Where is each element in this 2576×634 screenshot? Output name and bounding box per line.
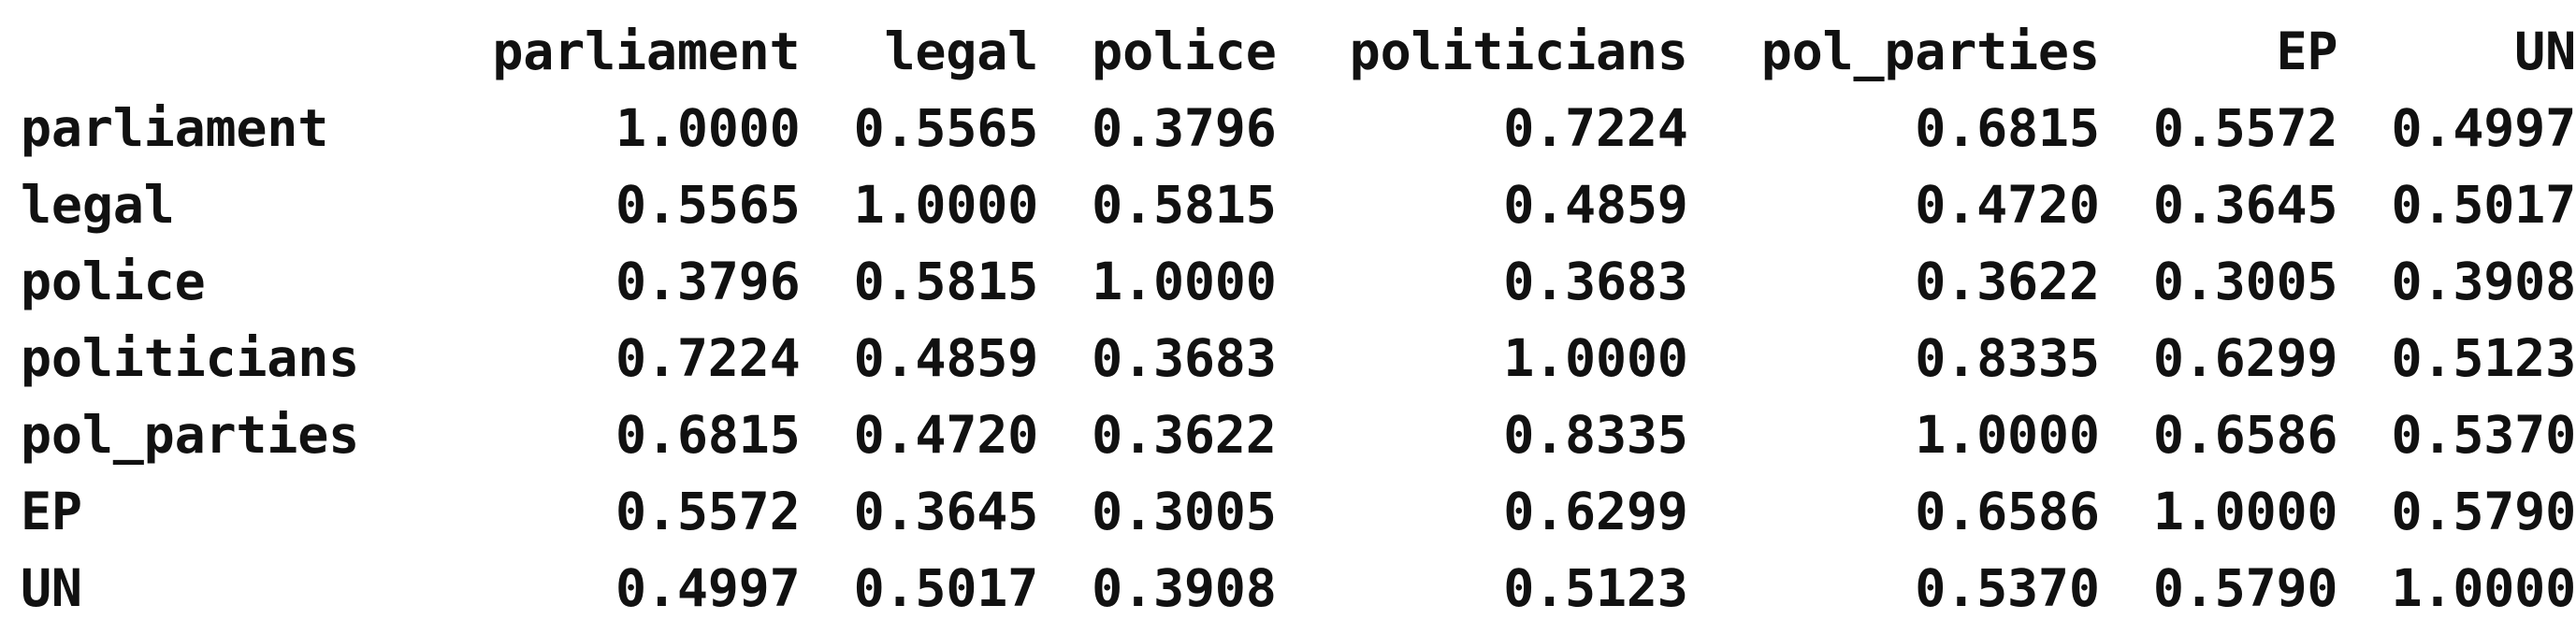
table-cell: 0.3005 — [2152, 252, 2338, 311]
table-cell: 0.6299 — [2152, 328, 2338, 388]
column-header-politicians: politicians — [1349, 22, 1688, 81]
table-cell: 1.0000 — [853, 175, 1039, 235]
table-cell: 0.4859 — [1503, 175, 1688, 235]
table-cell: 1.0000 — [1503, 328, 1688, 388]
table-cell: 0.5815 — [853, 252, 1039, 311]
table-cell: 0.7224 — [615, 328, 801, 388]
row-label: parliament — [21, 98, 329, 158]
table-cell: 0.6586 — [2152, 405, 2338, 465]
column-header-un: UN — [2514, 22, 2576, 81]
column-header-ep: EP — [2276, 22, 2338, 81]
table-cell: 0.3622 — [1092, 405, 1277, 465]
table-cell: 0.5565 — [853, 98, 1039, 158]
table-cell: 0.3005 — [1092, 482, 1277, 541]
table-cell: 0.4720 — [853, 405, 1039, 465]
table-cell: 0.5370 — [1915, 558, 2100, 618]
row-label: pol_parties — [21, 405, 360, 465]
table-cell: 0.6815 — [1915, 98, 2100, 158]
table-row: police 0.3796 0.5815 1.0000 0.3683 0.362… — [21, 243, 2576, 320]
column-header-legal: legal — [884, 22, 1039, 81]
row-label: UN — [21, 558, 82, 618]
table-cell: 0.8335 — [1503, 405, 1688, 465]
table-cell: 0.3908 — [2391, 252, 2576, 311]
table-row: UN 0.4997 0.5017 0.3908 0.5123 0.5370 0.… — [21, 550, 2576, 627]
table-cell: 0.4997 — [615, 558, 801, 618]
table-cell: 0.6299 — [1503, 482, 1688, 541]
table-cell: 0.3796 — [1092, 98, 1277, 158]
table-cell: 0.3796 — [615, 252, 801, 311]
column-header-police: police — [1092, 22, 1277, 81]
table-cell: 0.3645 — [853, 482, 1039, 541]
table-cell: 0.3645 — [2152, 175, 2338, 235]
table-row: EP 0.5572 0.3645 0.3005 0.6299 0.6586 1.… — [21, 473, 2576, 550]
table-cell: 0.7224 — [1503, 98, 1688, 158]
table-cell: 0.3683 — [1503, 252, 1688, 311]
table-cell: 0.5017 — [2391, 175, 2576, 235]
table-cell: 1.0000 — [1092, 252, 1277, 311]
table-cell: 0.6586 — [1915, 482, 2100, 541]
table-cell: 0.8335 — [1915, 328, 2100, 388]
corner-cell — [21, 13, 435, 90]
table-cell: 0.5790 — [2152, 558, 2338, 618]
column-header-parliament: parliament — [492, 22, 801, 81]
header-row: parliament legal police politicians pol_… — [21, 13, 2576, 90]
table-cell: 0.4720 — [1915, 175, 2100, 235]
table-cell: 0.5572 — [2152, 98, 2338, 158]
table-cell: 0.6815 — [615, 405, 801, 465]
table-row: parliament 1.0000 0.5565 0.3796 0.7224 0… — [21, 90, 2576, 166]
table-cell: 0.5123 — [1503, 558, 1688, 618]
table-row: pol_parties 0.6815 0.4720 0.3622 0.8335 … — [21, 396, 2576, 473]
table-cell: 1.0000 — [1915, 405, 2100, 465]
table-cell: 0.3683 — [1092, 328, 1277, 388]
table-cell: 0.5815 — [1092, 175, 1277, 235]
table-cell: 1.0000 — [2152, 482, 2338, 541]
table-cell: 1.0000 — [2391, 558, 2576, 618]
table-cell: 0.3908 — [1092, 558, 1277, 618]
correlation-table: parliament legal police politicians pol_… — [21, 13, 2576, 627]
table-cell: 0.5123 — [2391, 328, 2576, 388]
table-cell: 0.4997 — [2391, 98, 2576, 158]
row-label: police — [21, 252, 206, 311]
row-label: legal — [21, 175, 175, 235]
table-cell: 0.5565 — [615, 175, 801, 235]
correlation-matrix-output: parliament legal police politicians pol_… — [21, 13, 2576, 627]
column-header-pol-parties: pol_parties — [1760, 22, 2100, 81]
table-cell: 0.3622 — [1915, 252, 2100, 311]
table-row: legal 0.5565 1.0000 0.5815 0.4859 0.4720… — [21, 166, 2576, 243]
table-cell: 0.5017 — [853, 558, 1039, 618]
table-row: politicians 0.7224 0.4859 0.3683 1.0000 … — [21, 320, 2576, 396]
row-label: EP — [21, 482, 82, 541]
table-cell: 1.0000 — [615, 98, 801, 158]
table-cell: 0.5790 — [2391, 482, 2576, 541]
table-cell: 0.5370 — [2391, 405, 2576, 465]
table-cell: 0.5572 — [615, 482, 801, 541]
table-cell: 0.4859 — [853, 328, 1039, 388]
row-label: politicians — [21, 328, 360, 388]
